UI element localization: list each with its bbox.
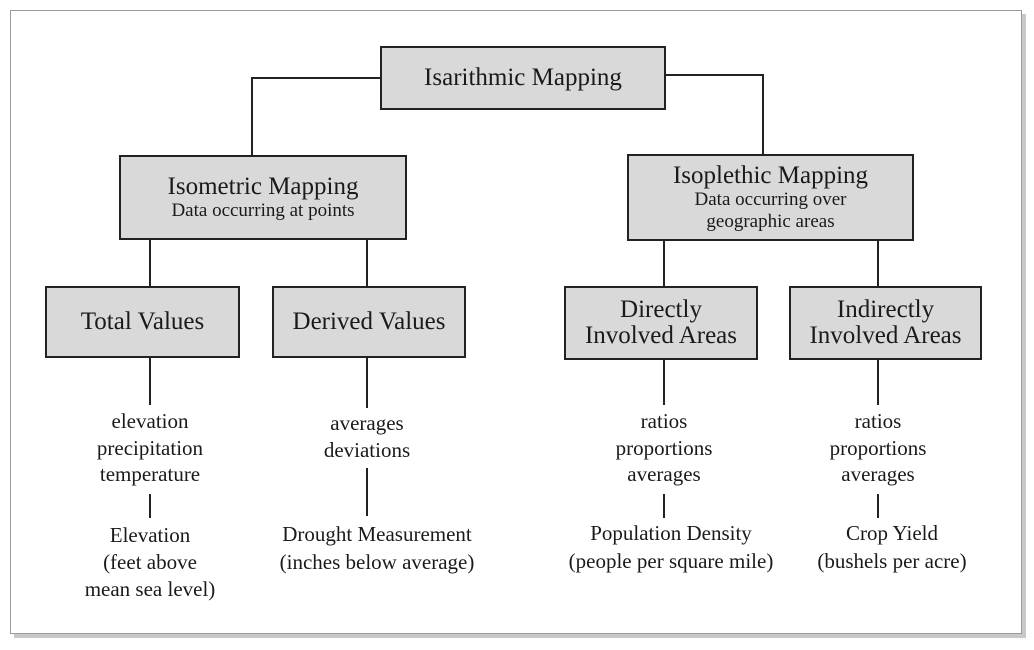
isopleth-subtitle-line1: Data occurring over — [695, 189, 847, 211]
example-line: Population Density — [546, 519, 796, 547]
list-item: proportions — [778, 435, 978, 462]
total-values-data-types: elevation precipitation temperature — [50, 408, 250, 488]
directly-involved-title-line2: Involved Areas — [585, 323, 737, 349]
list-item: elevation — [50, 408, 250, 435]
example-line: Elevation — [45, 522, 255, 549]
isopleth-subtitle-line2: geographic areas — [706, 211, 834, 233]
directly-involved-data-types: ratios proportions averages — [564, 408, 764, 488]
root-box: Isarithmic Mapping — [380, 46, 666, 110]
total-values-example: Elevation (feet above mean sea level) — [45, 522, 255, 603]
example-line: Drought Measurement — [252, 520, 502, 548]
list-item: deviations — [267, 437, 467, 464]
example-line: Crop Yield — [782, 519, 1002, 547]
derived-values-data-types: averages deviations — [267, 410, 467, 463]
link-root-isopleth — [666, 75, 763, 155]
isometric-title: Isometric Mapping — [168, 174, 359, 200]
indirectly-involved-title-line2: Involved Areas — [809, 323, 961, 349]
list-item: proportions — [564, 435, 764, 462]
list-item: temperature — [50, 461, 250, 488]
example-line: (inches below average) — [252, 548, 502, 576]
derived-values-box: Derived Values — [272, 286, 466, 358]
isometric-subtitle: Data occurring at points — [171, 200, 354, 222]
example-line: (people per square mile) — [546, 547, 796, 575]
directly-involved-example: Population Density (people per square mi… — [546, 519, 796, 575]
list-item: averages — [778, 461, 978, 488]
list-item: averages — [267, 410, 467, 437]
directly-involved-title-line1: Directly — [620, 297, 702, 323]
indirectly-involved-title-line1: Indirectly — [837, 297, 934, 323]
isopleth-title: Isoplethic Mapping — [673, 163, 868, 189]
list-item: ratios — [564, 408, 764, 435]
example-line: (bushels per acre) — [782, 547, 1002, 575]
directly-involved-box: Directly Involved Areas — [564, 286, 758, 360]
link-root-isometric — [252, 78, 380, 156]
indirectly-involved-box: Indirectly Involved Areas — [789, 286, 982, 360]
isometric-box: Isometric Mapping Data occurring at poin… — [119, 155, 407, 240]
indirectly-involved-data-types: ratios proportions averages — [778, 408, 978, 488]
list-item: ratios — [778, 408, 978, 435]
example-line: mean sea level) — [45, 576, 255, 603]
derived-values-title: Derived Values — [293, 309, 446, 335]
root-title: Isarithmic Mapping — [424, 65, 622, 91]
list-item: averages — [564, 461, 764, 488]
list-item: precipitation — [50, 435, 250, 462]
total-values-box: Total Values — [45, 286, 240, 358]
derived-values-example: Drought Measurement (inches below averag… — [252, 520, 502, 576]
example-line: (feet above — [45, 549, 255, 576]
indirectly-involved-example: Crop Yield (bushels per acre) — [782, 519, 1002, 575]
total-values-title: Total Values — [81, 309, 204, 335]
isopleth-box: Isoplethic Mapping Data occurring over g… — [627, 154, 914, 241]
